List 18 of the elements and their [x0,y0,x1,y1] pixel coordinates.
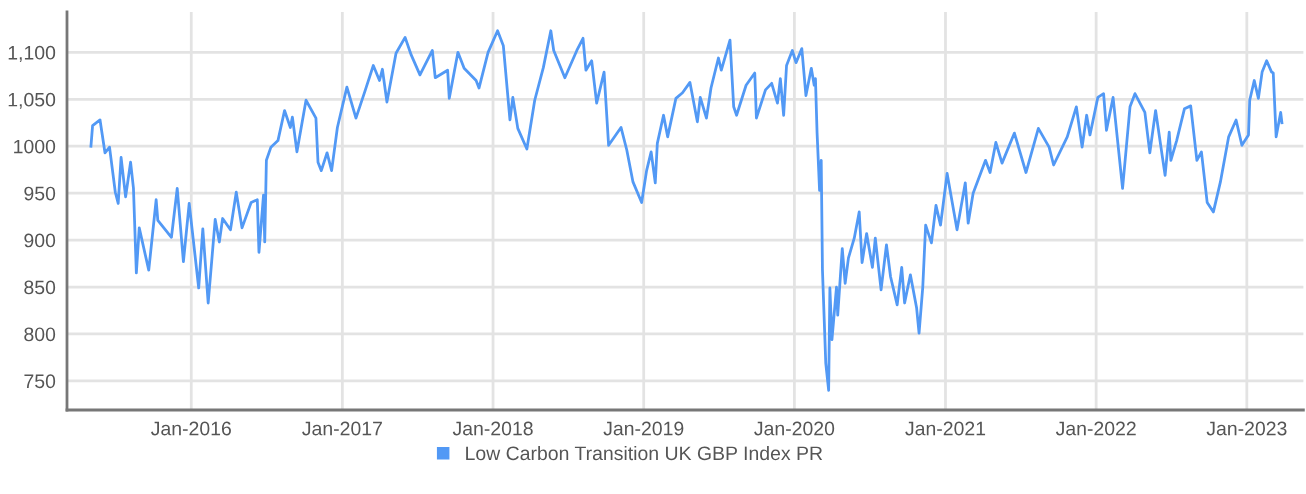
x-tick-label: Jan-2018 [452,421,533,436]
y-tick-label: 750 [24,374,56,389]
x-tick-label: Jan-2021 [905,421,986,436]
x-tick-label: Jan-2017 [302,421,382,436]
x-tick-label: Jan-2022 [1055,421,1136,436]
y-tick-label: 850 [24,280,56,295]
x-tick-label: Jan-2023 [1206,421,1287,436]
y-tick-label: 1000 [14,139,56,154]
y-tick-label: 1,050 [8,92,56,109]
x-tick-label: Jan-2016 [151,421,231,436]
y-tick-label: 1,100 [8,45,56,62]
y-tick-label: 900 [24,233,56,248]
x-tick-label: Jan-2020 [754,421,835,436]
y-tick-label: 800 [24,327,56,342]
y-tick-label: 950 [24,186,56,201]
x-tick-label: Jan-2019 [603,421,684,436]
legend-label: Low Carbon Transition UK GBP Index PR [466,445,823,461]
line-series [89,29,1284,392]
